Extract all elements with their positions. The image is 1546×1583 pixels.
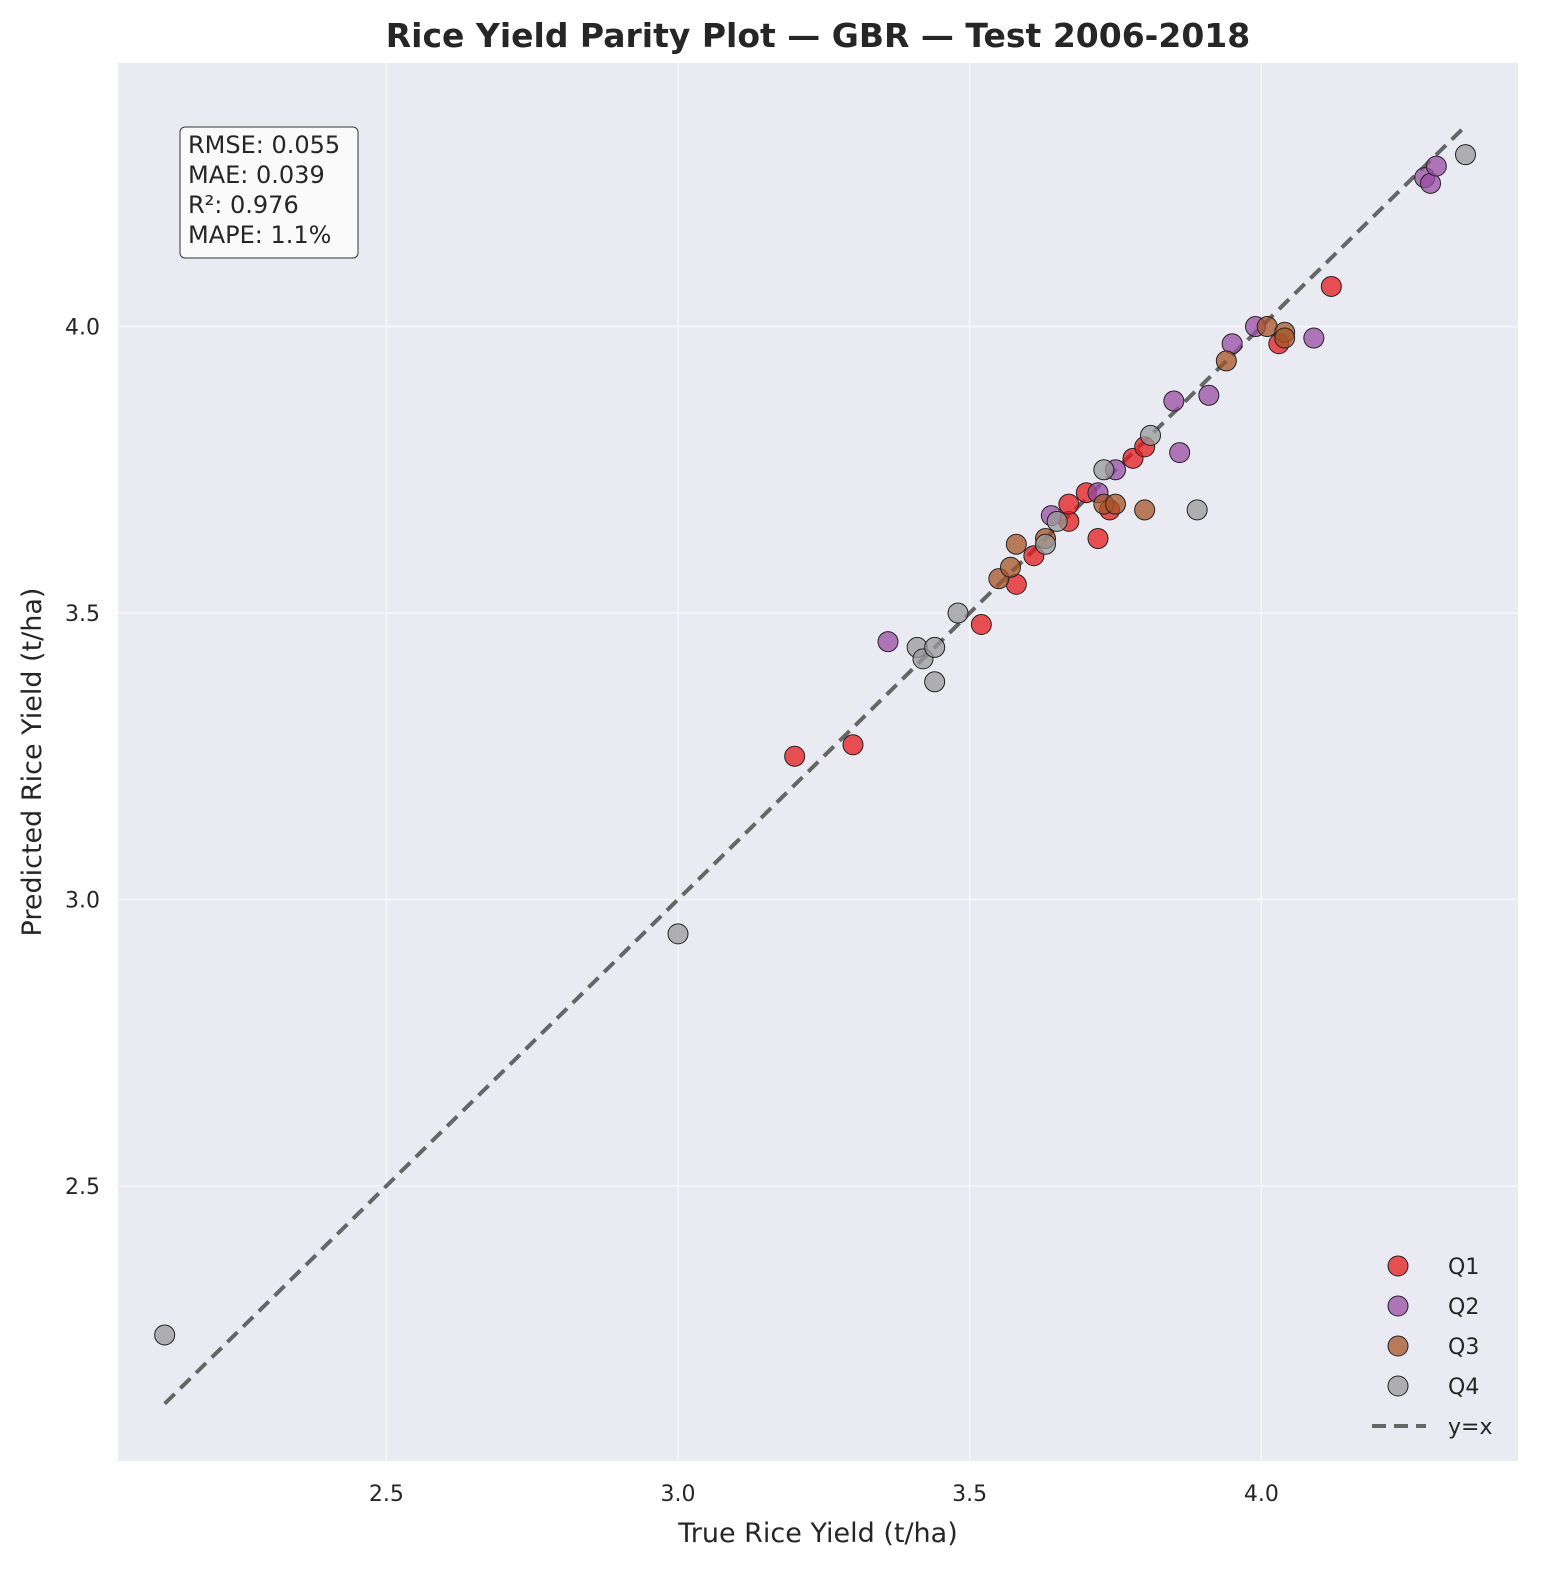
- x-axis-ticks: 2.5 3.0 3.5 4.0: [369, 1482, 1279, 1507]
- legend-marker-q2: [1387, 1295, 1409, 1317]
- data-point-q4: [947, 602, 969, 624]
- legend-marker-q4: [1387, 1375, 1409, 1397]
- data-point-q2: [1425, 155, 1447, 177]
- data-point-q1: [1087, 528, 1109, 550]
- stats-mape: MAPE: 1.1%: [188, 221, 331, 249]
- data-point-q1: [842, 734, 864, 756]
- stats-box-frame: [179, 126, 359, 259]
- data-point-q3: [1215, 350, 1237, 372]
- chart-title: Rice Yield Parity Plot — GBR — Test 2006…: [386, 16, 1250, 55]
- data-point-q4: [1093, 459, 1115, 481]
- data-point-q2: [877, 631, 899, 653]
- legend-label-q1: Q1: [1448, 1255, 1479, 1280]
- data-point-q4: [1046, 510, 1068, 532]
- data-point-q4: [1035, 533, 1056, 555]
- y-tick-label: 3.0: [65, 889, 100, 914]
- legend-label-q4: Q4: [1448, 1375, 1479, 1400]
- data-point-q1: [970, 613, 992, 635]
- x-axis-label: True Rice Yield (t/ha): [677, 1518, 958, 1549]
- data-point-q4: [924, 636, 946, 658]
- scatter-points: [154, 144, 1476, 1346]
- data-point-q4: [1140, 424, 1161, 446]
- data-point-q3: [1005, 533, 1027, 555]
- y-axis-ticks: 2.5 3.0 3.5 4.0: [65, 316, 100, 1200]
- reference-line-layer: [163, 124, 1467, 1406]
- data-point-q1: [1320, 275, 1342, 297]
- x-tick-label: 3.5: [952, 1482, 987, 1507]
- reference-line-y-equals-x: [163, 124, 1467, 1406]
- data-point-q3: [1134, 499, 1156, 521]
- data-point-q2: [1169, 442, 1191, 464]
- data-point-q2: [1303, 327, 1325, 349]
- x-tick-label: 3.0: [661, 1482, 696, 1507]
- data-point-q2: [1198, 384, 1220, 406]
- data-point-q3: [1000, 556, 1021, 578]
- data-point-q4: [1455, 144, 1476, 166]
- legend-label-reference-line: y=x: [1448, 1415, 1492, 1440]
- legend-label-q3: Q3: [1448, 1335, 1479, 1360]
- y-tick-label: 2.5: [65, 1175, 100, 1200]
- legend: Q1 Q2 Q3 Q4 y=x: [1372, 1255, 1492, 1440]
- data-point-q3: [1274, 327, 1296, 349]
- data-point-q3: [1105, 493, 1126, 515]
- stats-box: RMSE: 0.055 MAE: 0.039 R²: 0.976 MAPE: 1…: [179, 126, 359, 259]
- data-point-q4: [154, 1324, 176, 1346]
- x-tick-label: 2.5: [369, 1482, 404, 1507]
- y-tick-label: 3.5: [65, 602, 100, 627]
- data-point-q3: [1256, 316, 1278, 338]
- data-point-q4: [1186, 499, 1208, 521]
- stats-mae: MAE: 0.039: [188, 161, 325, 189]
- legend-label-q2: Q2: [1448, 1295, 1479, 1320]
- x-tick-label: 4.0: [1244, 1482, 1279, 1507]
- legend-marker-q1: [1387, 1255, 1409, 1277]
- data-point-q4: [667, 923, 689, 945]
- data-point-q4: [924, 671, 946, 693]
- stats-r2: R²: 0.976: [188, 191, 299, 219]
- legend-marker-q3: [1387, 1335, 1409, 1357]
- data-point-q1: [784, 745, 806, 767]
- y-axis-label: Predicted Rice Yield (t/ha): [17, 588, 48, 937]
- data-point-q1: [1058, 493, 1080, 515]
- stats-rmse: RMSE: 0.055: [188, 131, 340, 159]
- data-point-q2: [1163, 390, 1185, 412]
- y-tick-label: 4.0: [65, 316, 100, 341]
